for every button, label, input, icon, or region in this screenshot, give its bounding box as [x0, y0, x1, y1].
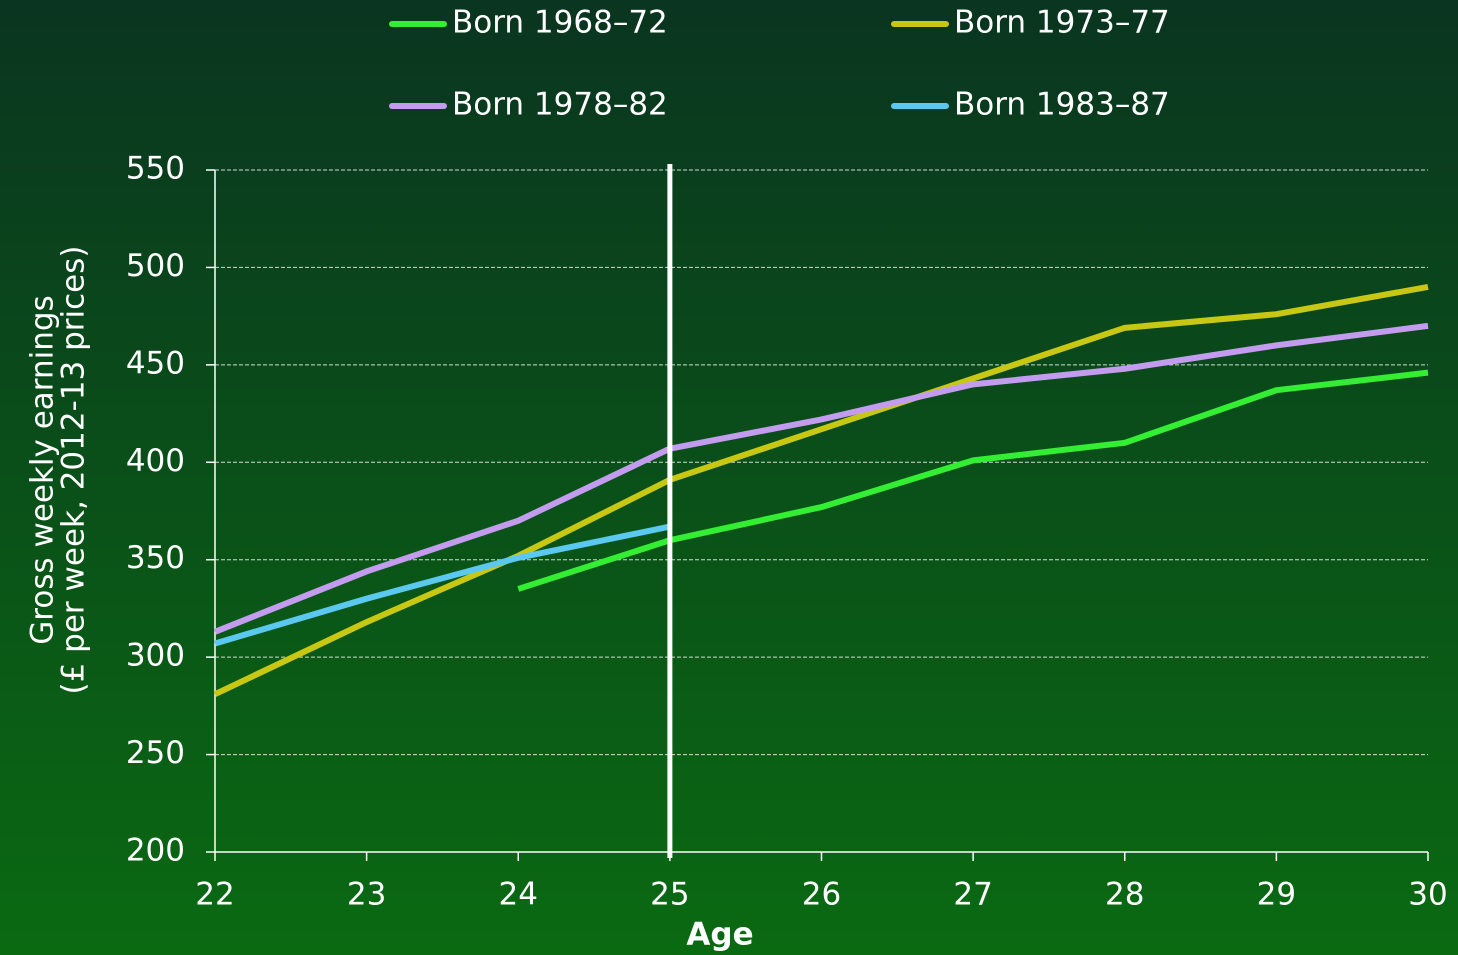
series-line [213, 283, 1429, 697]
y-tick-label: 250 [126, 735, 185, 771]
y-tick-label: 550 [126, 151, 185, 187]
y-axis-label-line: Gross weekly earnings [25, 295, 61, 644]
x-tick-label: 22 [195, 877, 234, 913]
legend-label: Born 1983–87 [954, 87, 1170, 123]
legend-label: Born 1978–82 [452, 87, 668, 123]
series-line [213, 322, 1429, 635]
legend-label: Born 1973–77 [954, 5, 1170, 41]
y-axis-label: Gross weekly earnings (£ per week, 2012-… [25, 246, 92, 695]
y-tick-label: 300 [126, 638, 185, 674]
y-tick-label: 350 [126, 540, 185, 576]
y-tick-label: 500 [126, 248, 185, 284]
legend-label: Born 1968–72 [452, 5, 668, 41]
x-tick-label: 23 [347, 877, 386, 913]
y-tick-label: 200 [126, 833, 185, 869]
y-tick-label: 450 [126, 345, 185, 381]
x-tick-label: 30 [1408, 877, 1447, 913]
x-axis-label: Age [686, 917, 753, 953]
x-tick-label: 26 [802, 877, 841, 913]
y-tick-label: 400 [126, 443, 185, 479]
x-tick-label: 24 [499, 877, 538, 913]
y-axis-label-line: (£ per week, 2012-13 prices) [56, 246, 92, 695]
x-tick-label: 27 [953, 877, 992, 913]
x-tick-label: 29 [1257, 877, 1296, 913]
series-line [214, 523, 671, 647]
x-tick-label: 28 [1105, 877, 1144, 913]
x-tick-label: 25 [650, 877, 689, 913]
